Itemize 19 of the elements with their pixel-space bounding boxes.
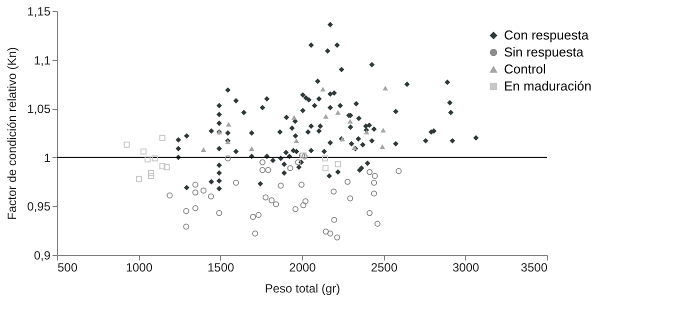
x-tick-label: 2500 [370,260,398,274]
legend-label: Con respuesta [504,28,590,42]
x-tick-label: 3000 [452,260,480,274]
y-tick-label: 1 [44,150,51,165]
legend-label: Control [504,62,546,76]
x-tick-label: 2000 [289,260,316,274]
legend-label: Sin respuesta [504,44,584,60]
y-tick-label: 0,9 [34,248,51,262]
y-tick-label: 1,05 [27,102,51,116]
x-tick-label: 1000 [126,260,153,274]
y-tick-label: 0,95 [27,200,51,214]
y-tick-label: 1,1 [34,53,51,68]
y-tick-label: 1,15 [27,4,51,18]
x-axis-title: Peso total (gr) [264,282,340,296]
x-tick-label: 500 [58,260,78,274]
y-axis-title: Factor de condición relativo (Kn) [5,47,20,220]
legend-label: En maduración [504,78,592,94]
x-tick-label: 3500 [520,260,548,274]
x-tick-label: 1500 [207,260,235,274]
